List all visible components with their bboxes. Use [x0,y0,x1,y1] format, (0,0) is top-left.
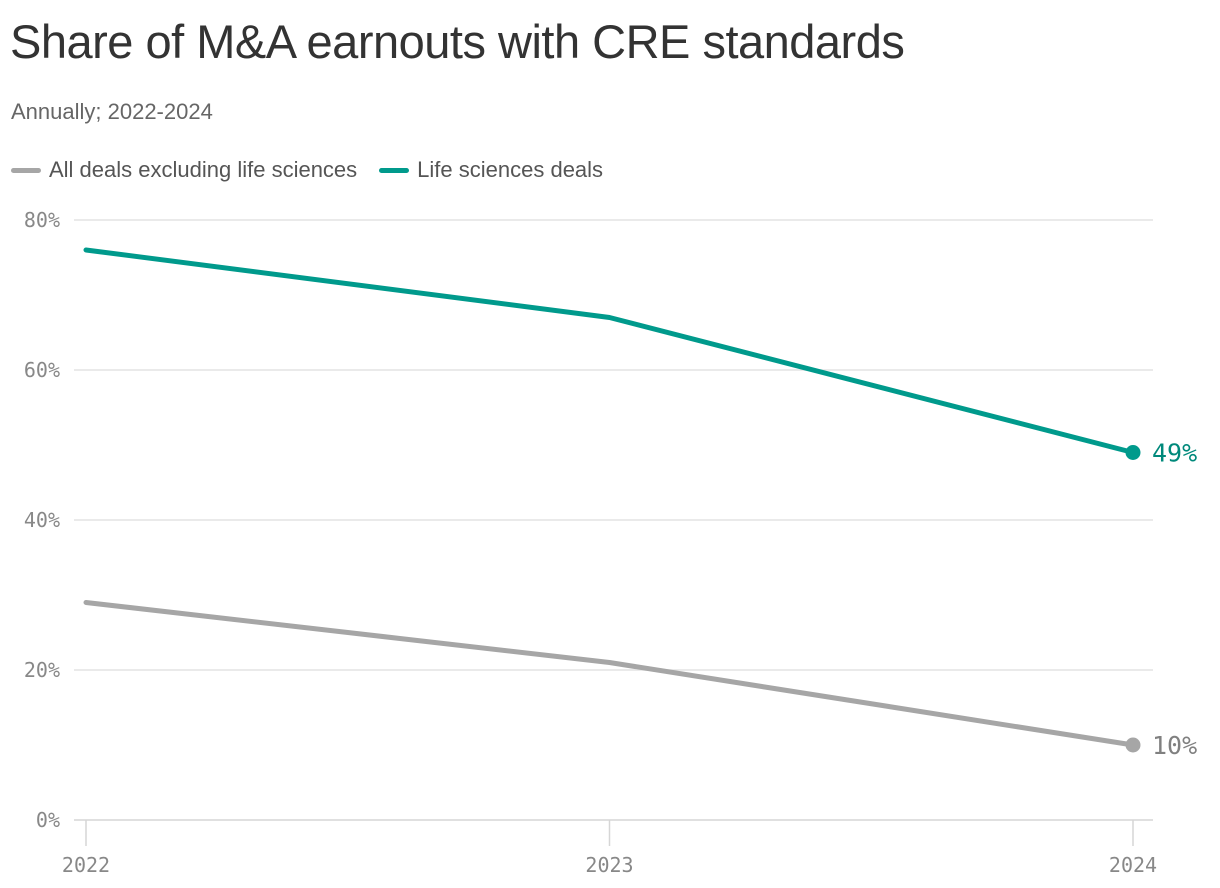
y-axis-ticks: 0% 20% 40% 60% 80% [24,208,60,832]
y-tick-label: 60% [24,358,60,382]
chart-subtitle: Annually; 2022-2024 [11,99,213,124]
end-label-all-deals: 10% [1152,731,1197,760]
series-line-all-deals [83,600,1136,748]
legend: All deals excluding life sciences Life s… [11,157,625,183]
x-tick-label: 2023 [585,853,633,877]
end-markers: 10% 49% [1125,439,1197,760]
x-tick-label: 2024 [1109,853,1157,877]
legend-swatch-life-sciences [379,167,410,173]
y-tick-label: 20% [24,658,60,682]
end-marker-all-deals [1125,737,1141,753]
legend-swatch-all-deals [11,167,41,173]
y-tick-label: 0% [36,808,60,832]
legend-label-all-deals: All deals excluding life sciences [49,157,358,182]
series-lines [83,247,1136,748]
end-label-life-sciences: 49% [1152,439,1197,468]
legend-item-life-sciences: Life sciences deals [379,157,603,183]
series-line-life-sciences [83,247,1136,455]
y-tick-label: 80% [24,208,60,232]
x-axis-ticks: 2022 2023 2024 [62,820,1157,877]
legend-label-life-sciences: Life sciences deals [417,157,604,182]
end-marker-life-sciences [1125,445,1141,460]
legend-item-all-deals: All deals excluding life sciences [11,157,357,183]
chart-title: Share of M&A earnouts with CRE standards [10,15,905,68]
x-tick-label: 2022 [62,853,110,877]
gridlines [74,219,1153,821]
y-tick-label: 40% [24,508,60,532]
